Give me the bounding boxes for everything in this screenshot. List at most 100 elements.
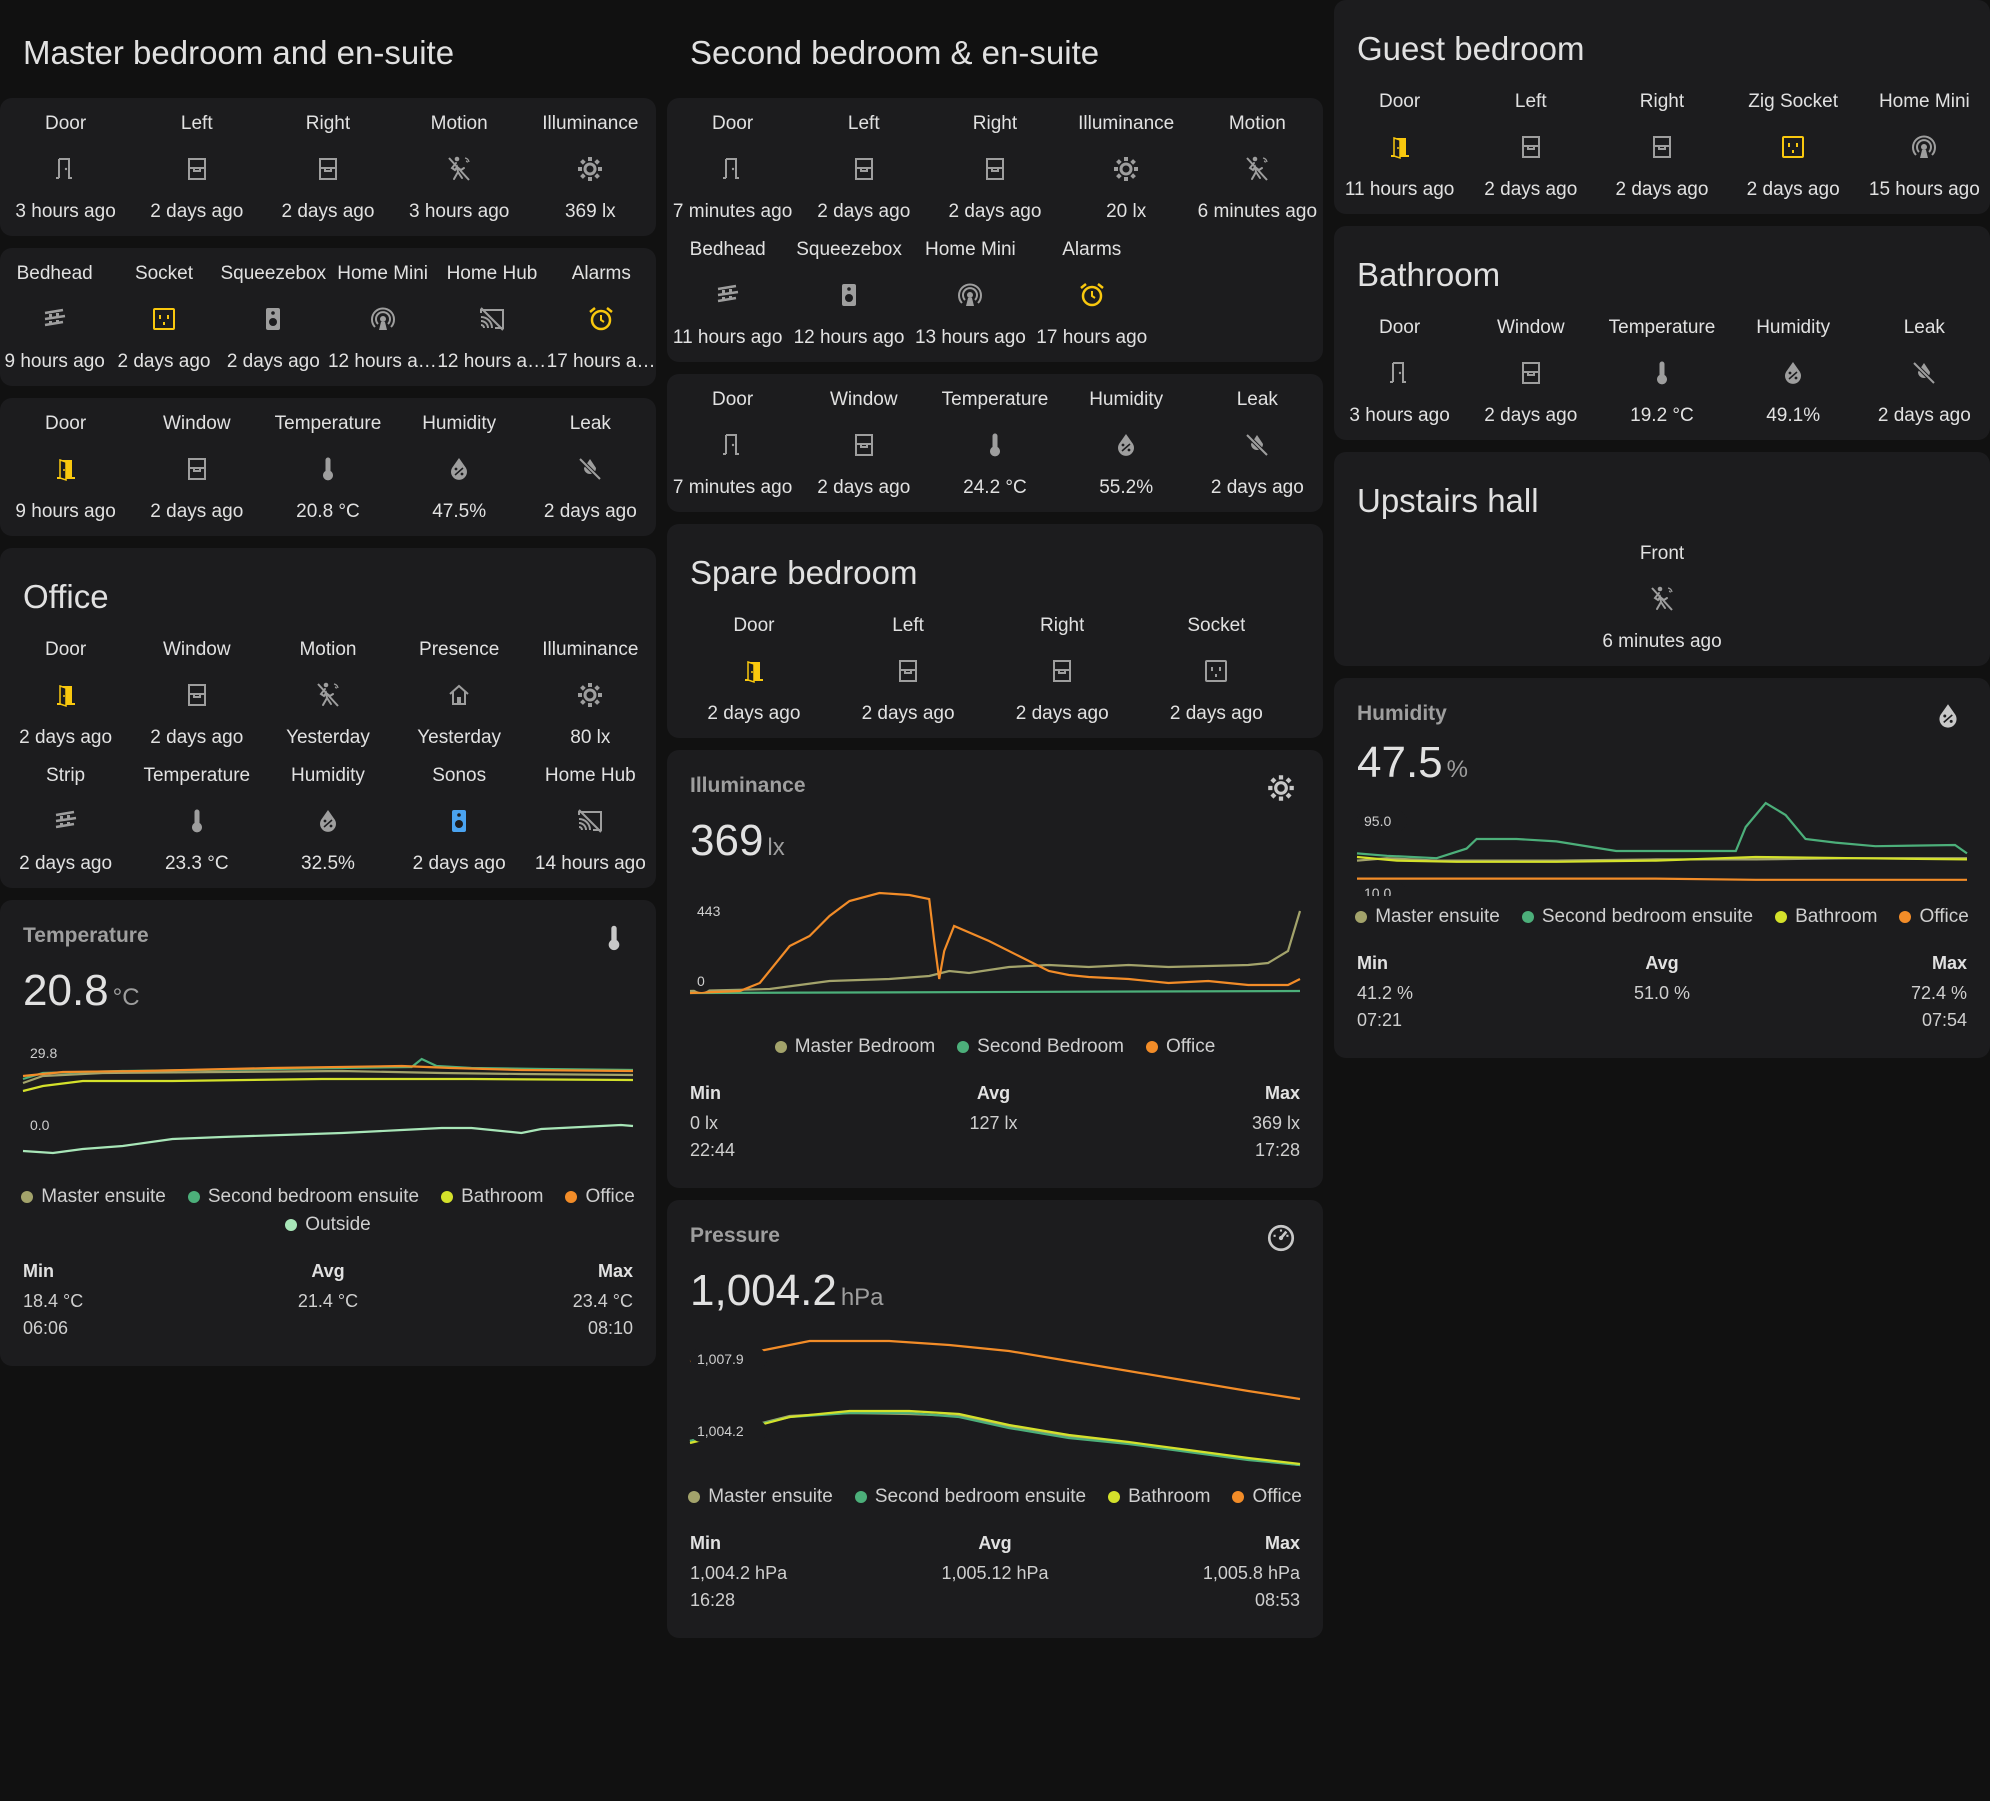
illuminance-graph-card[interactable]: Illuminance 369 lx 443 0 Master Bedroom Second… (667, 750, 1323, 1188)
master-right-entity[interactable]: Right 2 days ago (262, 98, 393, 236)
legend-item[interactable]: Second bedroom ensuite (854, 1486, 1086, 1508)
legend-item[interactable]: Master ensuite (688, 1486, 833, 1508)
legend-item[interactable]: Second bedroom ensuite (1521, 906, 1753, 928)
legend-item[interactable]: Bathroom (1108, 1486, 1210, 1508)
motion-icon (1240, 152, 1274, 186)
entity-state: 12 hours ago (793, 327, 905, 348)
second-alarms-entity[interactable]: Alarms 17 hours ago (1031, 224, 1152, 362)
office-sonos-entity[interactable]: Sonos 2 days ago (394, 750, 525, 888)
entity-name: Right (1040, 615, 1085, 636)
second-leak-entity[interactable]: Leak 2 days ago (1192, 374, 1323, 512)
guest-zig-socket-entity[interactable]: Zig Socket 2 days ago (1728, 76, 1859, 214)
entity-state: 2 days ago (1015, 703, 1109, 724)
legend-item[interactable]: Master ensuite (1355, 906, 1500, 928)
master-leak-entity[interactable]: Leak 2 days ago (525, 398, 656, 536)
second-squeezebox-entity[interactable]: Squeezebox 12 hours ago (788, 224, 909, 362)
bathroom-leak-entity[interactable]: Leak 2 days ago (1859, 302, 1990, 440)
legend-item[interactable]: Office (1146, 1036, 1215, 1058)
legend-item[interactable]: Second bedroom ensuite (187, 1186, 419, 1208)
second-temperature-entity[interactable]: Temperature 24.2 °C (929, 374, 1060, 512)
legend-item[interactable]: Office (1232, 1486, 1302, 1508)
humidity-legend: Master ensuite Second bedroom ensuite Bath… (1334, 896, 1990, 928)
guest-home-mini-entity[interactable]: Home Mini 15 hours ago (1859, 76, 1990, 214)
entity-name: Door (1379, 91, 1421, 112)
spare-door-entity[interactable]: Door 2 days ago (677, 600, 831, 738)
legend-item[interactable]: Bathroom (1775, 906, 1877, 928)
master-illuminance-entity[interactable]: Illuminance 369 lx (525, 98, 656, 236)
office-humidity-entity[interactable]: Humidity 32.5% (262, 750, 393, 888)
temperature-graph-card[interactable]: Temperature 20.8 °C 29.8 0.0 Master ensuite Se… (0, 900, 656, 1366)
second-door-entity[interactable]: Door 7 minutes ago (667, 374, 798, 512)
master-squeezebox-entity[interactable]: Squeezebox 2 days ago (219, 248, 328, 386)
office-presence-entity[interactable]: Presence Yesterday (394, 624, 525, 762)
office-home-hub-entity[interactable]: Home Hub 14 hours ago (525, 750, 656, 888)
pressure-graph-card[interactable]: Pressure 1,004.2 hPa 1,007.9 1,004.2 Master e… (667, 1200, 1323, 1638)
entity-state: 14 hours ago (534, 853, 646, 874)
master-temperature-entity[interactable]: Temperature 20.8 °C (262, 398, 393, 536)
entity-name: Door (45, 639, 87, 660)
alarm-icon (584, 302, 618, 336)
guest-left-entity[interactable]: Left 2 days ago (1465, 76, 1596, 214)
master-alarms-entity[interactable]: Alarms 17 hours ago (547, 248, 656, 386)
spare-left-entity[interactable]: Left 2 days ago (831, 600, 985, 738)
second-humidity-entity[interactable]: Humidity 55.2% (1061, 374, 1192, 512)
spare-right-entity[interactable]: Right 2 days ago (985, 600, 1139, 738)
office-window-entity[interactable]: Window 2 days ago (131, 624, 262, 762)
bathroom-window-entity[interactable]: Window 2 days ago (1465, 302, 1596, 440)
bathroom-temperature-entity[interactable]: Temperature 19.2 °C (1596, 302, 1727, 440)
legend-item[interactable]: Office (565, 1186, 635, 1208)
illuminance-current-value: 369 lx (690, 816, 785, 865)
entity-name: Zig Socket (1748, 91, 1839, 112)
second-window-entity[interactable]: Window 2 days ago (798, 374, 929, 512)
entity-name: Home Hub (544, 765, 636, 786)
sun-icon (1265, 772, 1297, 804)
legend-item[interactable]: Second Bedroom (957, 1036, 1124, 1058)
legend-item[interactable]: Master Bedroom (774, 1036, 935, 1058)
master-socket-entity[interactable]: Socket 2 days ago (109, 248, 218, 386)
legend-item[interactable]: Office (1899, 906, 1969, 928)
office-temperature-entity[interactable]: Temperature 23.3 °C (131, 750, 262, 888)
entity-name: Squeezebox (796, 239, 902, 260)
illuminance-series-line (689, 910, 1302, 993)
master-door-entity[interactable]: Door 9 hours ago (0, 398, 131, 536)
master-home-mini-entity[interactable]: Home Mini 12 hours ago (328, 248, 437, 386)
master-door-entity[interactable]: Door 3 hours ago (0, 98, 131, 236)
entity-state: 2 days ago (1169, 703, 1263, 724)
entity-state: Yesterday (286, 727, 370, 748)
legend-item[interactable]: Bathroom (441, 1186, 543, 1208)
entity-state: 2 days ago (150, 201, 244, 222)
entity-name: Home Mini (924, 239, 1016, 260)
entity-state: 17 hours ago (1036, 327, 1148, 348)
master-motion-entity[interactable]: Motion 3 hours ago (394, 98, 525, 236)
second-door-entity[interactable]: Door 7 minutes ago (667, 98, 798, 236)
master-left-entity[interactable]: Left 2 days ago (131, 98, 262, 236)
spare-socket-entity[interactable]: Socket 2 days ago (1139, 600, 1293, 738)
entity-name: Home Mini (1878, 91, 1970, 112)
master-bedhead-entity[interactable]: Bedhead 9 hours ago (0, 248, 109, 386)
second-bedhead-entity[interactable]: Bedhead 11 hours ago (667, 224, 788, 362)
master-humidity-entity[interactable]: Humidity 47.5% (394, 398, 525, 536)
second-left-entity[interactable]: Left 2 days ago (798, 98, 929, 236)
guest-right-entity[interactable]: Right 2 days ago (1596, 76, 1727, 214)
entity-name: Front (1639, 543, 1685, 564)
entity-name: Left (180, 113, 213, 134)
humidity-series-line (1356, 855, 1968, 863)
office-strip-entity[interactable]: Strip 2 days ago (0, 750, 131, 888)
master-home-hub-entity[interactable]: Home Hub 12 hours ago (437, 248, 546, 386)
office-motion-entity[interactable]: Motion Yesterday (262, 624, 393, 762)
second-illuminance-entity[interactable]: Illuminance 20 lx (1061, 98, 1192, 236)
master-window-entity[interactable]: Window 2 days ago (131, 398, 262, 536)
second-motion-entity[interactable]: Motion 6 minutes ago (1192, 98, 1323, 236)
legend-item[interactable]: Master ensuite (21, 1186, 166, 1208)
second-home-mini-entity[interactable]: Home Mini 13 hours ago (910, 224, 1031, 362)
bathroom-humidity-entity[interactable]: Humidity 49.1% (1728, 302, 1859, 440)
door-open-icon (737, 654, 771, 688)
office-door-entity[interactable]: Door 2 days ago (0, 624, 131, 762)
legend-item[interactable]: Outside (285, 1214, 371, 1236)
guest-door-entity[interactable]: Door 11 hours ago (1334, 76, 1465, 214)
upstairs-front-entity[interactable]: Front 6 minutes ago (1334, 528, 1990, 666)
office-illuminance-entity[interactable]: Illuminance 80 lx (525, 624, 656, 762)
humidity-graph-card[interactable]: Humidity 47.5% 95.0 10.0 Master ensuite Secon… (1334, 678, 1990, 1058)
second-right-entity[interactable]: Right 2 days ago (929, 98, 1060, 236)
bathroom-door-entity[interactable]: Door 3 hours ago (1334, 302, 1465, 440)
